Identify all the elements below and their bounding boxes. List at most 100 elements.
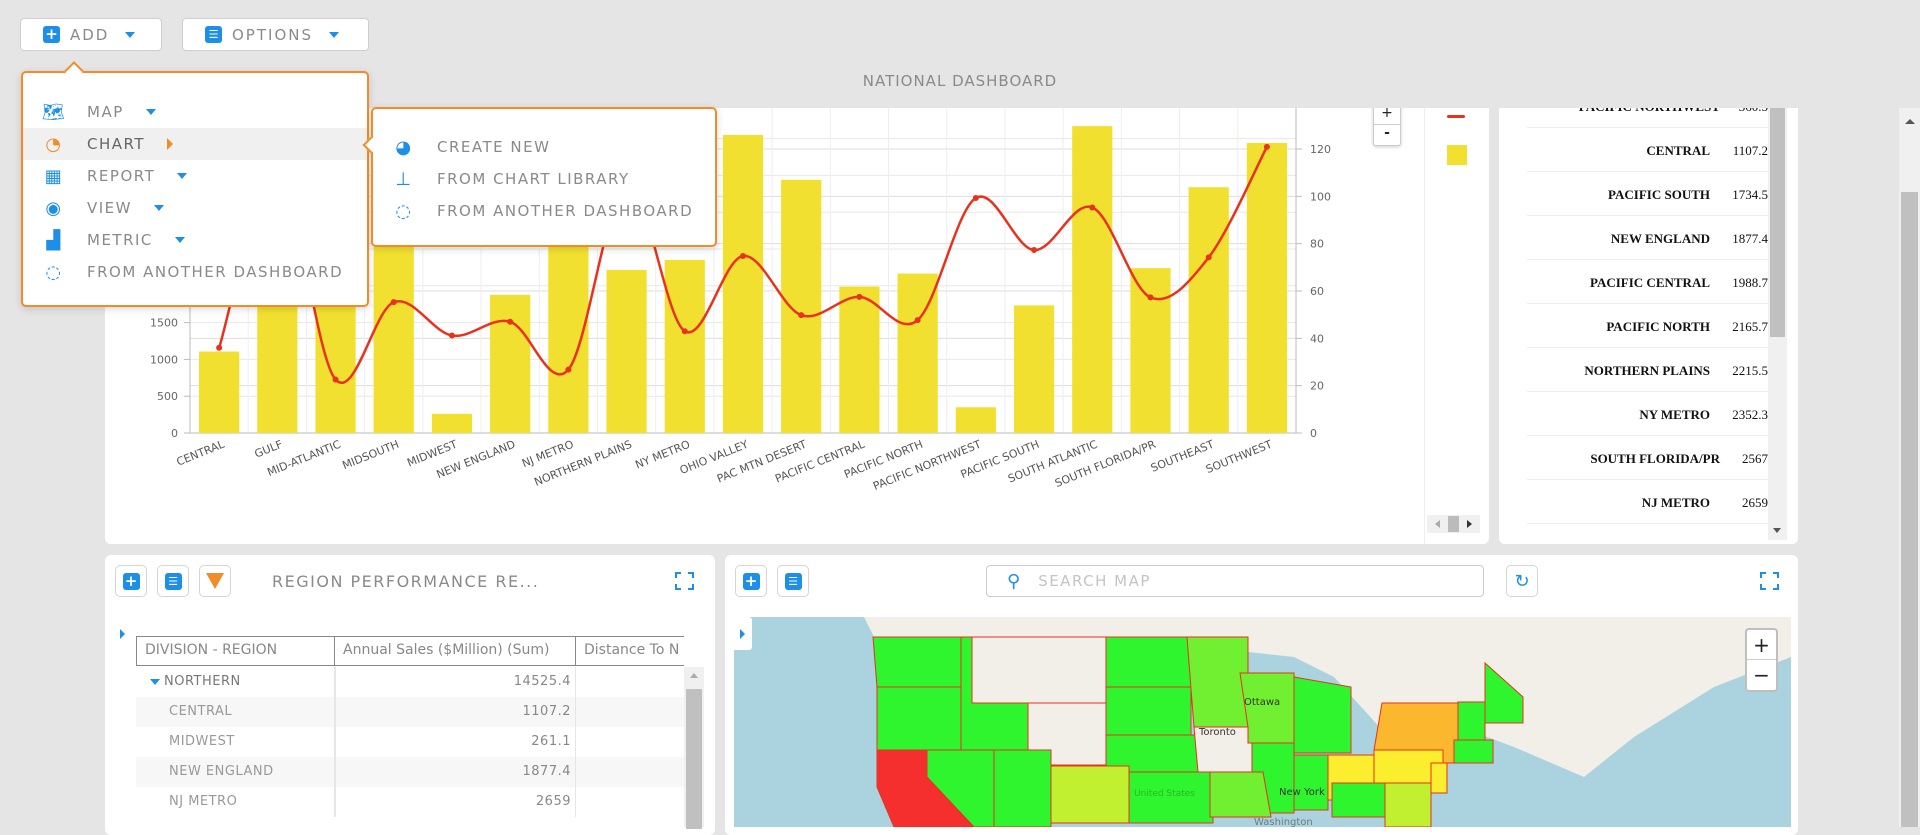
scroll-up-icon[interactable] [690,673,698,678]
scroll-down-icon[interactable] [1773,528,1781,533]
table-row[interactable]: NJ METRO 2659 [1527,480,1768,524]
menu-item-from-another-dashboard[interactable]: ◌ FROM ANOTHER DASHBOARD [23,256,367,288]
report-filter-button[interactable] [199,565,231,597]
scroll-thumb[interactable] [1448,516,1459,532]
cell-distance [576,697,684,727]
search-map-input[interactable]: ⚲ SEARCH MAP [986,565,1484,597]
bar-pac-mtn-desert [781,179,822,433]
state-new-jersey [1430,762,1448,794]
scroll-right-icon[interactable] [1467,520,1472,528]
bar-pacific-northwest [955,407,996,433]
cell-region: CENTRAL [169,697,335,727]
add-button[interactable]: + ADD [20,18,162,51]
group-row[interactable]: NORTHERN 14525.4 [136,667,684,697]
menu-item-map[interactable]: 🗺 MAP [23,96,367,128]
bar-ohio-valley [722,134,764,434]
table-row[interactable]: NORTHERN PLAINS 2215.5 [1527,348,1768,392]
menu-item-chart[interactable]: ◔ CHART [23,128,367,160]
scroll-thumb[interactable] [686,689,702,829]
chart-zoom-out[interactable]: - [1384,125,1390,141]
right-tick-label: 40 [1310,332,1324,345]
legend-bar-icon[interactable] [1447,145,1467,165]
report-scrollbar[interactable] [684,667,704,829]
table-row[interactable]: PACIFIC NORTH 2165.7 [1527,304,1768,348]
map-label-new-york: New York [1279,787,1325,798]
menu-item-report[interactable]: ▦ REPORT [23,160,367,192]
table-row[interactable]: PACIFIC SOUTH 1734.5 [1527,172,1768,216]
left-tick-label: 0 [171,427,178,440]
chart-zoom-in[interactable]: + [1374,108,1400,125]
table-scrollbar[interactable] [1768,108,1787,540]
line-point-new-england [507,318,514,325]
chart-zoom-control: + - [1373,108,1401,146]
table-row[interactable]: NJ METRO 2659 [136,787,684,817]
submenu-item-from-another-dashboard[interactable]: ◌ FROM ANOTHER DASHBOARD [373,195,715,227]
state-colorado [1050,765,1130,824]
map-panel-toggle[interactable] [734,617,752,650]
expand-icon[interactable] [675,572,694,590]
scroll-left-icon[interactable] [1435,520,1440,528]
row-label: NEW ENGLAND [1610,231,1710,246]
bar-midwest [431,413,473,433]
column-header[interactable]: Annual Sales ($Million) (Sum) [335,636,576,666]
scroll-thumb[interactable] [1901,192,1918,827]
cell-region: NORTHERN [164,667,335,697]
bar-central [199,351,240,433]
table-row[interactable]: MIDWEST 261.1 [136,727,684,757]
table-row[interactable]: PACIFIC NORTHWEST 360.5 [1527,108,1768,128]
cell-region: MIDWEST [169,727,335,757]
table-row[interactable]: CENTRAL 1107.2 [1527,128,1768,172]
map-zoom-out[interactable]: − [1753,663,1770,687]
us-map[interactable]: Ottawa Toronto New York United States Wa… [734,617,1791,827]
legend-scrollbar[interactable] [1427,515,1480,533]
row-label: NJ METRO [1641,495,1710,510]
add-menu: 🗺 MAP ◔ CHART ▦ REPORT ◉ VIEW ▟ METRIC ◌ FROM ANOTH… [21,61,369,307]
cell-distance [576,757,684,787]
report-add-button[interactable]: + [115,565,147,597]
ranked-table-panel: PACIFIC NORTHWEST 360.5 CENTRAL 1107.2 PACIF… [1499,108,1798,544]
scroll-up-icon[interactable] [1905,119,1915,124]
search-icon: ⚲ [1007,570,1021,592]
right-tick-label: 0 [1310,427,1317,440]
page-scrollbar[interactable] [1899,108,1920,827]
scroll-thumb[interactable] [1770,108,1785,337]
table-row[interactable]: CENTRAL 1107.2 [136,697,684,727]
map-add-button[interactable]: + [735,565,767,597]
table-row[interactable]: PACIFIC CENTRAL 1988.7 [1527,260,1768,304]
table-row[interactable]: SOUTH FLORIDA/PR 2567 [1527,436,1768,480]
list-icon: ☰ [784,572,802,590]
right-tick-label: 100 [1310,190,1331,203]
table-row[interactable]: NEW ENGLAND 1877.4 [136,757,684,787]
column-header[interactable]: Distance To N [576,636,684,666]
gauge-icon: ◌ [395,200,413,222]
map-zoom-in[interactable]: + [1747,630,1776,660]
report-options-button[interactable]: ☰ [157,565,189,597]
map-options-button[interactable]: ☰ [777,565,809,597]
cell-region: NJ METRO [169,787,335,817]
report-title: REGION PERFORMANCE RE... [272,572,540,591]
cell-region: NEW ENGLAND [169,757,335,787]
legend-line-icon[interactable] [1447,115,1465,118]
bar-northern-plains [606,269,647,433]
expand-caret-icon[interactable] [150,679,160,685]
line-point-pacific-northwest [972,194,979,201]
table-row[interactable]: NEW ENGLAND 1877.4 [1527,216,1768,260]
map-refresh-button[interactable]: ↻ [1506,565,1538,597]
panel-toggle-icon[interactable] [120,629,125,639]
x-tick-label: CENTRAL [175,437,227,468]
map-zoom-control: + − [1745,628,1778,692]
bar-southwest [1246,143,1287,433]
row-label: NORTHERN PLAINS [1584,363,1710,378]
column-header[interactable]: DIVISION - REGION [136,636,335,666]
submenu-item-from-chart-library[interactable]: ⊥ FROM CHART LIBRARY [373,163,715,195]
submenu-item-create-new[interactable]: ◕ CREATE NEW [373,131,715,163]
expand-icon[interactable] [1760,572,1779,590]
page-title: NATIONAL DASHBOARD [862,72,1058,90]
options-button[interactable]: ☰ OPTIONS [182,18,369,51]
menu-item-metric[interactable]: ▟ METRIC [23,224,367,256]
table-row[interactable]: NY METRO 2352.3 [1527,392,1768,436]
state-utah [993,749,1052,827]
row-value: 1877.4 [1732,231,1768,246]
menu-item-view[interactable]: ◉ VIEW [23,192,367,224]
cell-sales: 2659 [335,787,576,817]
